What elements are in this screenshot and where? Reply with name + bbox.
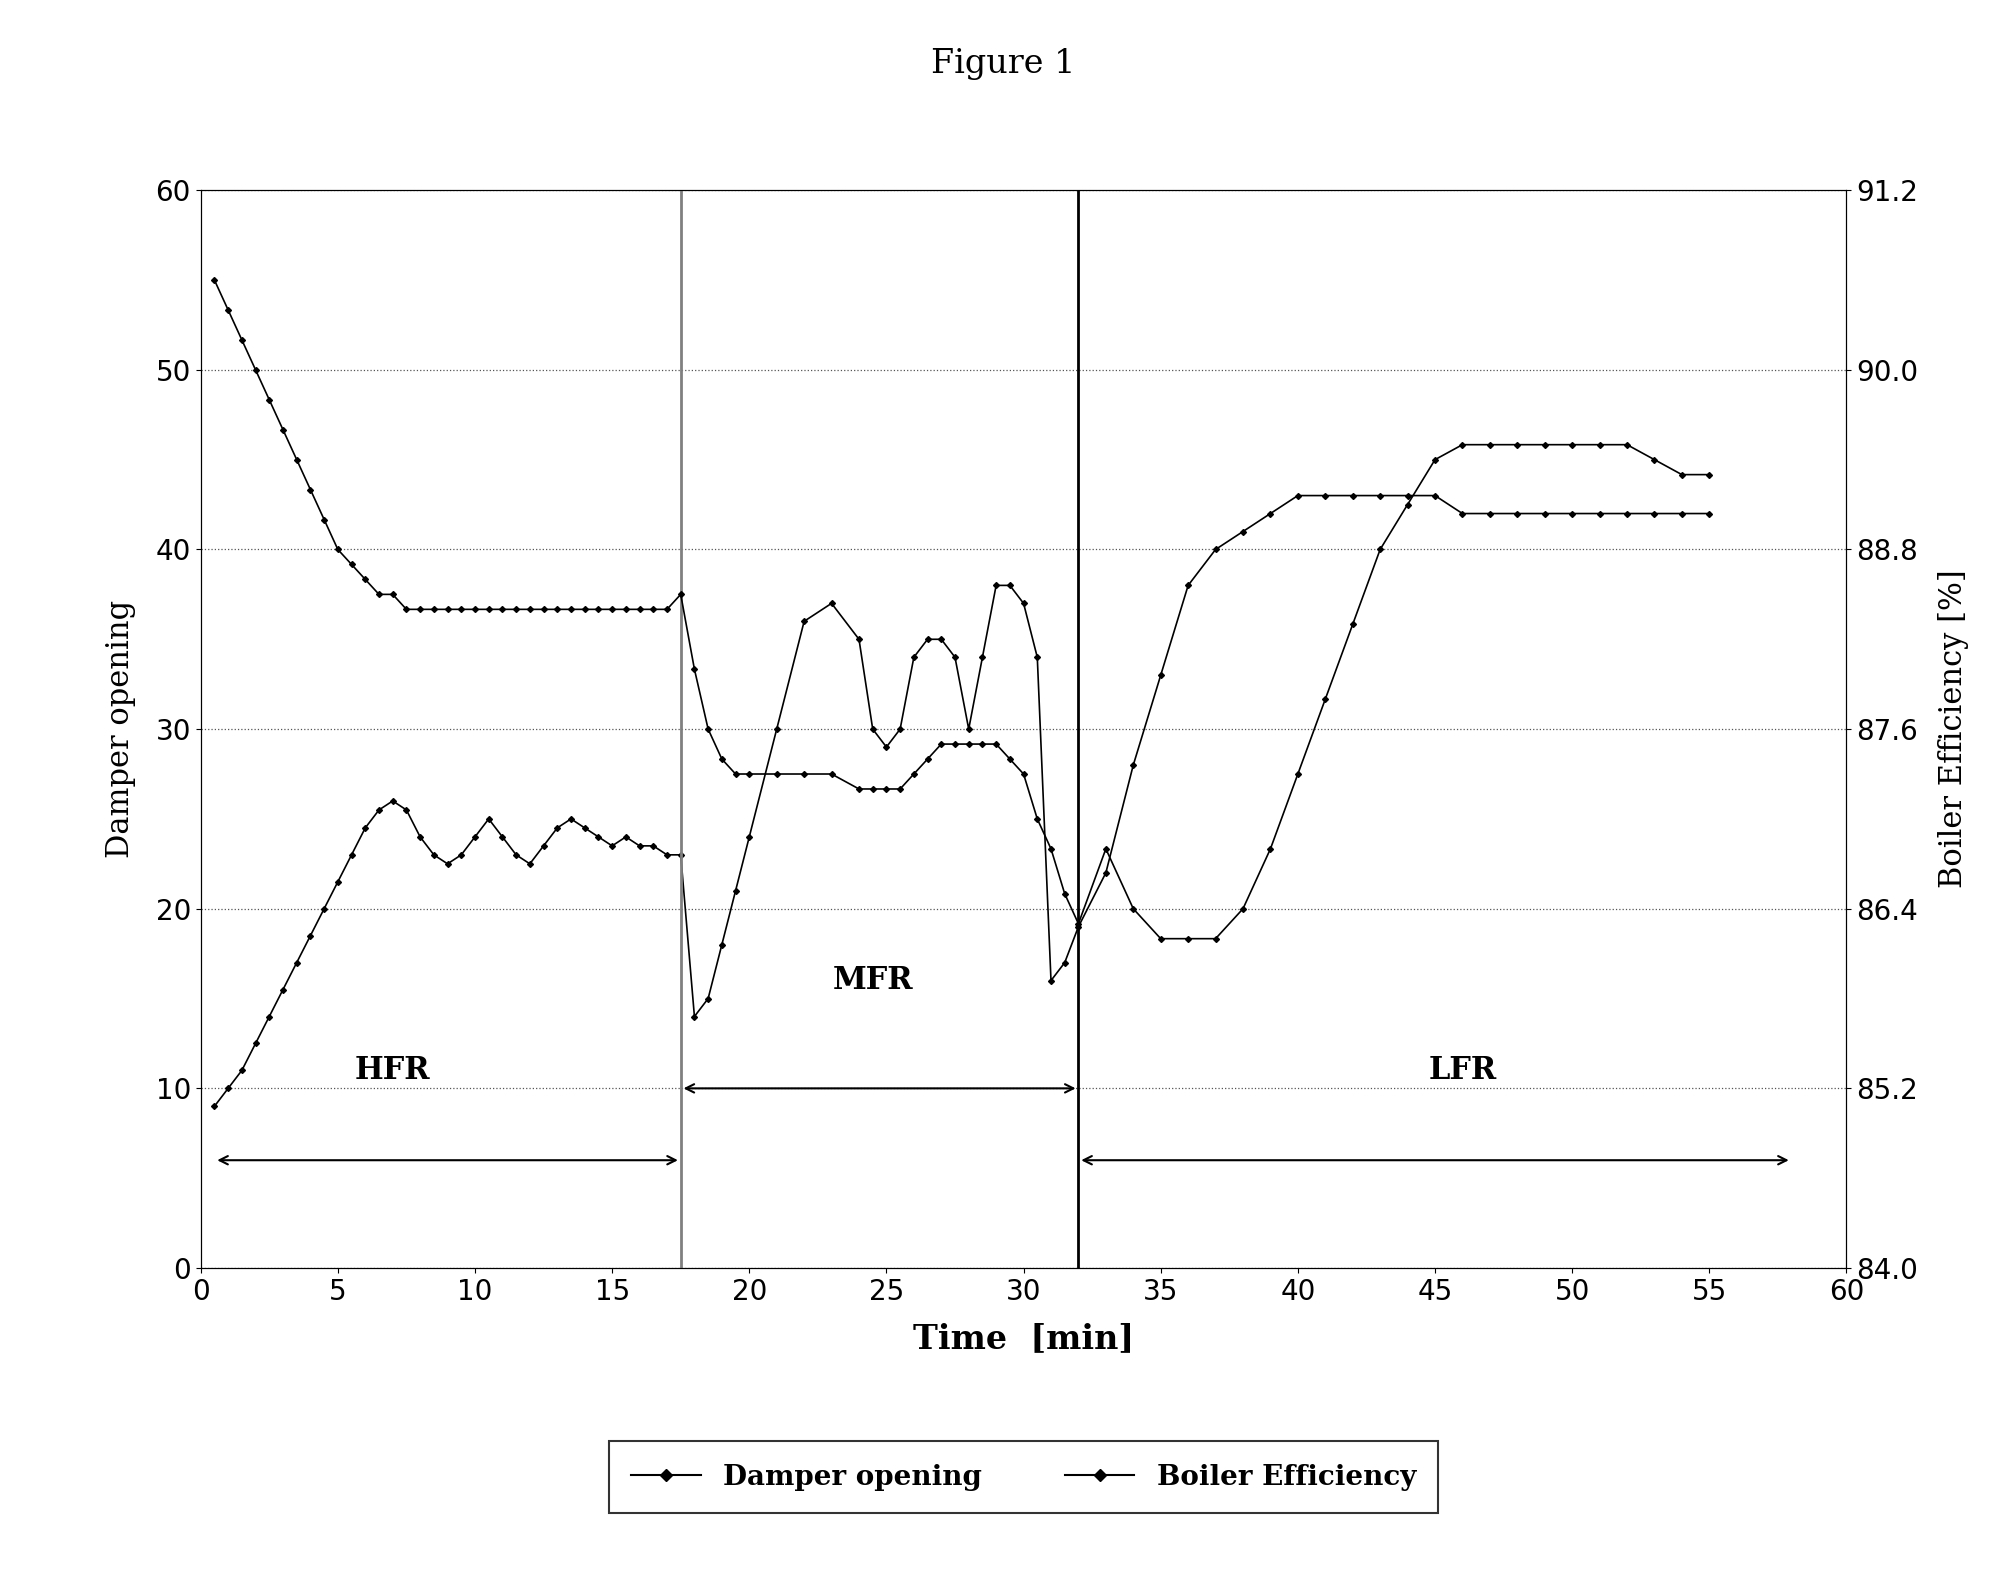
Legend: Damper opening, Boiler Efficiency: Damper opening, Boiler Efficiency [608,1441,1439,1512]
Text: MFR: MFR [833,965,913,995]
Text: Figure 1: Figure 1 [931,48,1076,79]
Text: HFR: HFR [355,1056,432,1086]
Y-axis label: Boiler Efficiency [%]: Boiler Efficiency [%] [1937,569,1969,889]
Text: LFR: LFR [1429,1056,1497,1086]
X-axis label: Time  [min]: Time [min] [913,1322,1134,1355]
Y-axis label: Damper opening: Damper opening [104,601,136,857]
